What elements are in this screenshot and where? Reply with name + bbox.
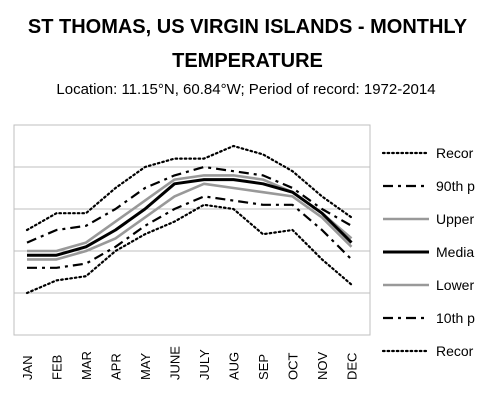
legend-entry-label: Lower [436, 277, 474, 293]
x-tick-label: OCT [286, 353, 301, 381]
series-line-2 [26, 165, 353, 244]
x-tick-label: FEB [50, 355, 65, 380]
x-tick-label: SEP [256, 354, 271, 380]
series-lines [25, 144, 353, 295]
x-tick-label: NOV [315, 352, 330, 381]
x-tick-label: JAN [20, 355, 35, 380]
x-tick-label: APR [109, 353, 124, 380]
x-tick-label: DEC [345, 353, 360, 380]
chart-subtitle: Location: 11.15°N, 60.84°W; Period of re… [56, 81, 436, 98]
series-line-1 [25, 144, 353, 232]
x-tick-label: AUG [227, 352, 242, 380]
legend-entry-label: Upper [436, 211, 474, 227]
x-tick-label: MAY [138, 352, 153, 380]
legend-entry-label: Recor [436, 145, 474, 161]
x-axis-ticks: JAN FEB MAR APR MAY JUNE JULY AUG SEP OCT NOV DEC [20, 346, 360, 380]
chart-title-line2: TEMPERATURE [172, 50, 323, 72]
x-tick-label: JULY [197, 349, 212, 380]
legend-entry-label: Media [436, 244, 474, 260]
x-tick-label: MAR [79, 351, 94, 380]
legend-entry-label: 10th p [436, 310, 475, 326]
series-line-4 [27, 178, 353, 257]
series-line-5 [27, 182, 353, 261]
legend-entry-label: 90th p [436, 178, 475, 194]
legend: Recor 90th p Upper Media Lower 10th p Recor [381, 145, 475, 359]
series-line-7 [25, 203, 353, 295]
plot-area [13, 124, 371, 336]
x-tick-label: JUNE [168, 346, 183, 380]
series-line-6 [27, 195, 353, 269]
gridlines [14, 166, 370, 294]
chart-title-line1: ST THOMAS, US VIRGIN ISLANDS - MONTHLY [27, 16, 468, 38]
legend-entry-label: Recor [436, 343, 474, 359]
